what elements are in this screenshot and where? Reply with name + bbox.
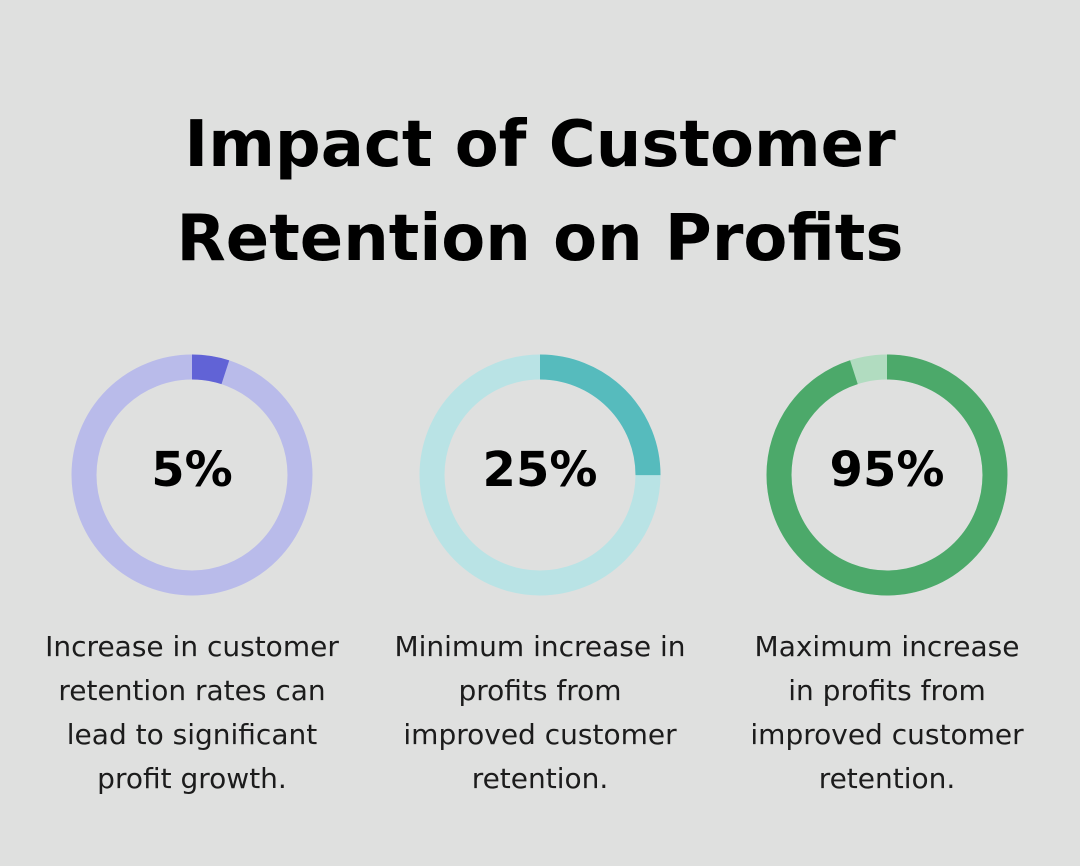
donut-value-arc-3 — [766, 354, 1008, 596]
stat-description-2-line-3: improved customer — [403, 718, 677, 751]
page-title: Impact of Customer Retention on Profits — [0, 98, 1080, 286]
donut-value-arc-2 — [419, 354, 661, 596]
page-title-line-2: Retention on Profits — [176, 202, 904, 276]
stat-description-1-line-4: profit growth. — [97, 762, 287, 795]
stat-description-3-line-1: Maximum increase — [754, 630, 1020, 663]
stat-description-2-line-4: retention. — [471, 762, 609, 795]
donut-chart-1 — [71, 354, 313, 596]
stat-description-2-line-1: Minimum increase in — [394, 630, 686, 663]
stat-description-2: Minimum increase in profits from improve… — [375, 625, 705, 801]
page-title-line-1: Impact of Customer — [184, 108, 896, 182]
stat-description-2-line-2: profits from — [458, 674, 622, 707]
stat-description-1: Increase in customer retention rates can… — [27, 625, 357, 801]
stat-description-3-line-4: retention. — [818, 762, 956, 795]
stat-description-1-line-1: Increase in customer — [45, 630, 339, 663]
stat-description-1-line-3: lead to significant — [66, 718, 318, 751]
stat-description-1-line-2: retention rates can — [58, 674, 326, 707]
stat-description-3-line-2: in profits from — [788, 674, 986, 707]
stat-value-3: 95% — [829, 442, 945, 498]
stat-description-3: Maximum increase in profits from improve… — [722, 625, 1052, 801]
donut-chart-2 — [419, 354, 661, 596]
stat-value-2: 25% — [482, 442, 598, 498]
donut-chart-3 — [766, 354, 1008, 596]
donut-value-arc-1 — [71, 354, 313, 596]
stat-value-1: 5% — [151, 442, 233, 498]
stat-description-3-line-3: improved customer — [750, 718, 1024, 751]
